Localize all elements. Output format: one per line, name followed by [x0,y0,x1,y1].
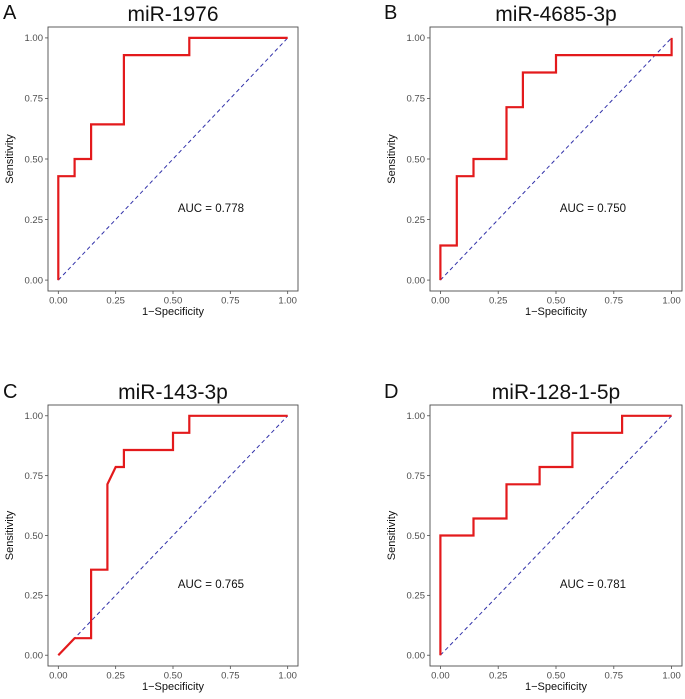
auc-label: AUC = 0.765 [178,579,244,591]
panel-letter: D [384,381,398,403]
panel-letter: C [3,381,17,403]
x-tick-label: 0.25 [106,671,125,682]
x-tick-label: 0.25 [106,296,125,307]
auc-label: AUC = 0.781 [560,579,626,591]
x-tick-label: 0.50 [547,296,566,307]
x-tick-label: 1.00 [662,671,681,682]
y-tick-label: 0.75 [407,94,426,105]
chart-title: miR-128-1-5p [492,381,620,404]
x-tick-label: 0.50 [164,296,183,307]
x-tick-label: 0.50 [547,671,566,682]
y-tick-label: 0.75 [25,471,44,482]
auc-label: AUC = 0.778 [178,203,244,215]
y-axis-label: Sensitivity [386,510,398,560]
y-tick-label: 0.50 [25,154,44,165]
roc-curve-line [57,36,288,281]
panel-letter: A [3,2,17,24]
y-tick-label: 1.00 [407,411,426,422]
y-tick-label: 0.50 [407,531,426,542]
x-tick-label: 0.25 [489,296,508,307]
y-tick-label: 0.25 [25,591,44,602]
x-tick-label: 0.75 [605,296,624,307]
x-tick-label: 0.00 [49,296,68,307]
y-tick-label: 0.00 [25,651,44,662]
x-axis-label: 1−Specificity [525,681,588,693]
auc-label: AUC = 0.750 [560,203,626,215]
roc-curve-line [439,414,672,656]
reference-diagonal-line [440,415,672,656]
x-axis-label: 1−Specificity [525,306,588,318]
y-axis-label: Sensitivity [4,134,16,184]
y-tick-label: 0.25 [25,215,44,226]
roc-curve-line [57,414,288,656]
x-tick-label: 0.75 [605,671,624,682]
roc-curve-line [439,37,673,281]
y-tick-label: 0.75 [407,471,426,482]
y-tick-label: 1.00 [25,411,44,422]
chart-title: miR-143-3p [118,381,228,404]
x-tick-label: 1.00 [278,296,297,307]
y-axis-label: Sensitivity [4,510,16,560]
y-tick-label: 0.00 [407,275,426,286]
y-tick-label: 0.25 [407,215,426,226]
x-tick-label: 0.00 [49,671,68,682]
x-axis-label: 1−Specificity [142,306,205,318]
x-axis-label: 1−Specificity [142,681,205,693]
x-tick-label: 0.00 [431,296,450,307]
y-tick-label: 0.50 [407,154,426,165]
chart-title: miR-4685-3p [495,3,616,26]
panel-letter: B [384,2,397,24]
y-tick-label: 0.25 [407,591,426,602]
y-tick-label: 0.00 [25,275,44,286]
y-tick-label: 1.00 [25,33,44,44]
y-axis-label: Sensitivity [386,134,398,184]
y-tick-label: 1.00 [407,33,426,44]
reference-diagonal-line [57,415,289,656]
x-tick-label: 0.25 [489,671,508,682]
y-tick-label: 0.50 [25,531,44,542]
chart-title: miR-1976 [127,3,218,26]
x-tick-label: 1.00 [278,671,297,682]
y-tick-label: 0.75 [25,94,44,105]
reference-diagonal-line [57,37,289,281]
x-tick-label: 1.00 [662,296,681,307]
x-tick-label: 0.75 [221,671,240,682]
x-tick-label: 0.50 [164,671,183,682]
y-tick-label: 0.00 [407,651,426,662]
x-tick-label: 0.00 [431,671,450,682]
x-tick-label: 0.75 [221,296,240,307]
